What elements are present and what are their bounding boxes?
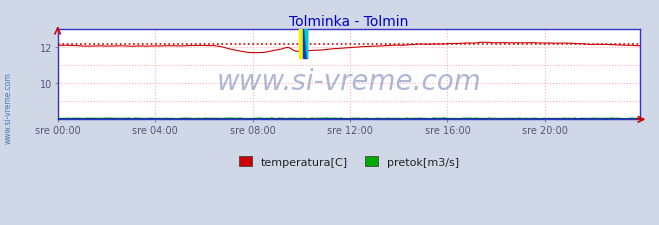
Legend: temperatura[C], pretok[m3/s]: temperatura[C], pretok[m3/s] xyxy=(235,152,463,171)
Polygon shape xyxy=(303,14,306,59)
Bar xyxy=(303,14,306,59)
Text: www.si-vreme.com: www.si-vreme.com xyxy=(217,68,481,96)
Title: Tolminka - Tolmin: Tolminka - Tolmin xyxy=(289,15,409,29)
Text: www.si-vreme.com: www.si-vreme.com xyxy=(4,72,13,144)
Bar xyxy=(299,14,303,59)
